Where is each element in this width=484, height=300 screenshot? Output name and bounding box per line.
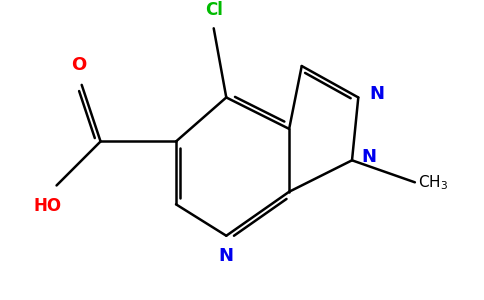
Text: N: N: [219, 247, 234, 265]
Text: HO: HO: [33, 197, 61, 215]
Text: Cl: Cl: [205, 1, 223, 19]
Text: O: O: [71, 56, 86, 74]
Text: CH$_3$: CH$_3$: [418, 173, 448, 192]
Text: N: N: [362, 148, 377, 166]
Text: N: N: [370, 85, 385, 103]
